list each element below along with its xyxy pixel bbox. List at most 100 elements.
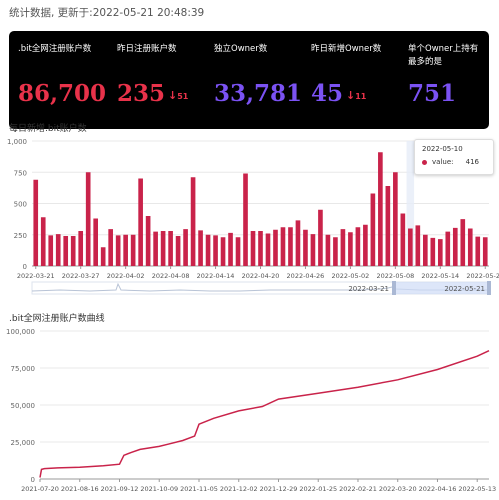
- x-tick-label: 2022-04-20: [242, 272, 280, 280]
- bar: [430, 237, 436, 266]
- bar: [145, 216, 151, 266]
- bar: [445, 231, 451, 266]
- bar: [295, 220, 301, 266]
- bar: [205, 234, 211, 266]
- y-tick-label: 0: [23, 263, 27, 271]
- bar: [48, 235, 54, 266]
- bar: [70, 236, 76, 266]
- x-tick-label: 2022-05-20: [466, 272, 499, 280]
- stats-panel: .bit全网注册账户数 86,700 昨日注册账户数 235 ↓51 独立Owne…: [9, 31, 489, 129]
- x-tick-label: 2022-03-21: [17, 272, 55, 280]
- x-tick-label: 2022-03-27: [62, 272, 100, 280]
- bar: [378, 152, 383, 266]
- stat-yesterday-accounts: 昨日注册账户数 235 ↓51: [117, 43, 207, 107]
- x-tick-label: 2021-12-02: [220, 485, 258, 493]
- bar: [452, 227, 458, 266]
- bar: [153, 231, 158, 266]
- bar: [437, 239, 443, 266]
- delta-badge: ↓51: [168, 89, 189, 102]
- bar: [108, 229, 113, 266]
- bar: [168, 231, 173, 266]
- stat-value-row: 45 ↓11: [311, 80, 366, 107]
- y-tick-label: 1,000: [7, 138, 27, 146]
- delta-badge: ↓11: [346, 88, 367, 102]
- cumulative-chart-title: .bit全网注册账户数曲线: [9, 314, 105, 324]
- bar: [258, 231, 263, 266]
- daily-chart-title: 每日新增.bit账户数: [9, 124, 87, 134]
- y-tick-label: 0: [31, 476, 35, 484]
- bar: [190, 177, 196, 266]
- stat-value: 45: [311, 80, 344, 107]
- stat-value: 751: [408, 80, 457, 107]
- x-tick-label: 2022-04-08: [152, 272, 190, 280]
- x-tick-label: 2021-10-09: [140, 485, 178, 493]
- x-tick-label: 2022-04-14: [197, 272, 235, 280]
- bar: [370, 193, 376, 266]
- bar: [415, 225, 421, 266]
- series-dot-icon: [422, 160, 427, 165]
- tooltip-title: 2022-05-10: [422, 145, 463, 153]
- bar: [280, 227, 286, 266]
- bar: [393, 172, 398, 266]
- bar: [85, 172, 91, 266]
- bar: [93, 218, 99, 266]
- bar: [198, 230, 203, 266]
- x-tick-label: 2022-02-21: [339, 485, 377, 493]
- bar: [100, 247, 106, 266]
- bar: [55, 234, 61, 266]
- bar: [250, 231, 256, 266]
- bar: [243, 173, 248, 266]
- bar: [265, 233, 271, 266]
- stat-total-accounts: .bit全网注册账户数 86,700: [18, 43, 108, 107]
- bar: [40, 217, 46, 266]
- x-tick-label: 2022-03-20: [379, 485, 417, 493]
- chart-tooltip: 2022-05-10 value: 416: [414, 139, 494, 175]
- zoom-handle-end[interactable]: [487, 281, 491, 295]
- delta-value: 11: [355, 91, 367, 101]
- bar: [318, 209, 323, 266]
- x-tick-label: 2022-04-26: [287, 272, 325, 280]
- series-line: [39, 350, 490, 478]
- update-timestamp: 统计数据, 更新于:2022-05-21 20:48:39: [9, 7, 205, 19]
- stat-label: 昨日注册账户数: [117, 44, 177, 54]
- bar: [303, 229, 308, 266]
- stat-unique-owners: 独立Owner数 33,781: [214, 43, 304, 107]
- stat-value: 33,781: [214, 80, 303, 107]
- tooltip-key: value:: [432, 158, 454, 166]
- bar: [63, 236, 69, 266]
- stat-label: 昨日新增Owner数: [311, 44, 382, 54]
- bar: [333, 237, 338, 266]
- bar: [160, 231, 166, 266]
- y-tick-label: 100,000: [6, 328, 35, 336]
- stat-value: 235: [117, 80, 166, 107]
- stat-label: 单个Owner上持有最多的是: [408, 44, 479, 67]
- bar: [467, 228, 473, 266]
- zoom-slider[interactable]: 2022-03-21 2022-05-21: [0, 281, 499, 297]
- y-tick-label: 75,000: [11, 365, 36, 373]
- bar: [475, 236, 481, 266]
- bar: [78, 231, 84, 266]
- bar: [408, 228, 413, 266]
- stat-label: .bit全网注册账户数: [18, 44, 92, 54]
- bar: [310, 234, 316, 266]
- tooltip-value: 416: [465, 158, 479, 166]
- x-tick-label: 2022-05-14: [421, 272, 459, 280]
- down-arrow-icon: ↓: [346, 88, 356, 102]
- bar: [33, 179, 39, 266]
- bar: [123, 234, 128, 266]
- bar: [325, 234, 331, 266]
- x-tick-label: 2021-11-05: [180, 485, 218, 493]
- bar: [138, 178, 143, 266]
- bar: [273, 229, 278, 266]
- delta-value: 51: [177, 91, 189, 101]
- x-tick-label: 2022-04-16: [419, 485, 457, 493]
- y-tick-label: 25,000: [11, 439, 36, 447]
- x-tick-label: 2022-01-25: [299, 485, 337, 493]
- bar: [220, 237, 226, 266]
- x-tick-label: 2022-05-08: [376, 272, 414, 280]
- bar: [355, 227, 361, 266]
- zoom-handle-start[interactable]: [392, 281, 396, 295]
- bar: [363, 224, 368, 266]
